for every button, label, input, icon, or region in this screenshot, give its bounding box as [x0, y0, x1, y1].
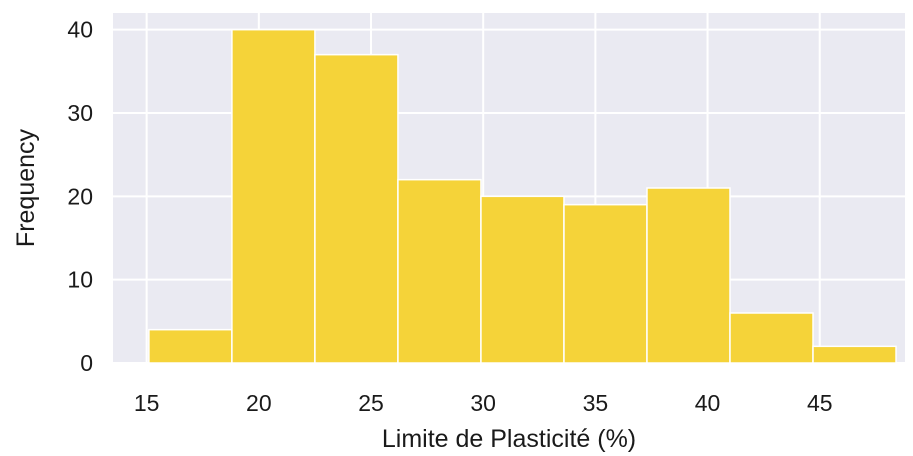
histogram-bar — [729, 312, 814, 364]
y-tick-labels: 0 10 20 30 40 — [67, 17, 93, 376]
y-tick-label: 30 — [67, 100, 93, 126]
y-tick-label: 0 — [80, 350, 93, 376]
histogram-bar — [480, 195, 565, 364]
histogram-bar — [397, 178, 482, 364]
histogram-bar — [231, 28, 316, 364]
histogram-bars — [148, 28, 897, 364]
y-tick-label: 10 — [67, 267, 93, 293]
histogram-bar — [812, 345, 897, 364]
x-tick-label: 35 — [583, 390, 609, 416]
x-tick-label: 30 — [470, 390, 496, 416]
x-tick-labels: 15 20 25 30 35 40 45 — [134, 390, 833, 416]
histogram-bar — [646, 187, 731, 364]
x-tick-label: 40 — [695, 390, 721, 416]
y-tick-label: 20 — [67, 183, 93, 209]
histogram-bar — [314, 53, 399, 364]
y-axis-label: Frequency — [12, 128, 40, 247]
histogram-bar — [148, 328, 233, 364]
x-tick-label: 15 — [134, 390, 160, 416]
x-tick-label: 25 — [358, 390, 384, 416]
histogram-bar — [563, 203, 648, 364]
x-axis-label: Limite de Plasticité (%) — [382, 425, 636, 453]
x-tick-label: 45 — [807, 390, 833, 416]
x-tick-label: 20 — [246, 390, 272, 416]
y-tick-label: 40 — [67, 17, 93, 43]
